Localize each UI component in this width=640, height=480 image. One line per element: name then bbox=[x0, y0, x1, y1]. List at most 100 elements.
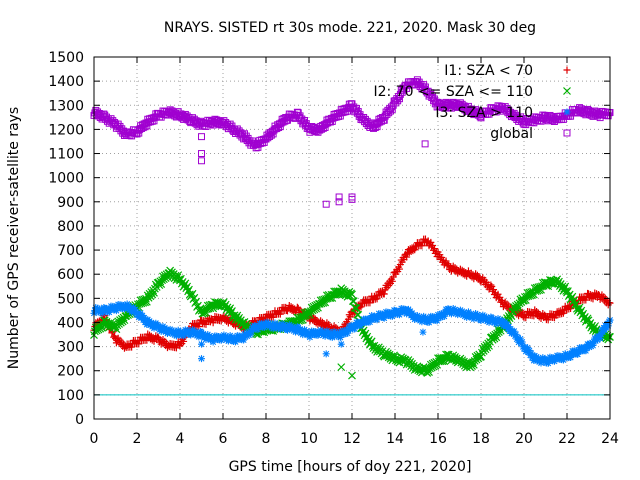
data-point bbox=[173, 329, 181, 337]
legend-marker bbox=[563, 129, 571, 137]
x-tick-label: 20 bbox=[515, 431, 533, 447]
data-point bbox=[228, 307, 236, 315]
data-point bbox=[574, 350, 582, 358]
data-point bbox=[277, 323, 285, 331]
series-square bbox=[90, 76, 614, 152]
data-point bbox=[105, 308, 113, 316]
outlier-point bbox=[198, 340, 205, 348]
data-point bbox=[142, 297, 151, 306]
data-point bbox=[280, 321, 288, 329]
data-point bbox=[357, 303, 365, 311]
y-tick-label: 600 bbox=[57, 267, 84, 283]
data-point bbox=[172, 328, 180, 336]
data-point bbox=[245, 331, 253, 339]
axis-ticks: 0100200300400500600700800900100011001200… bbox=[48, 50, 619, 447]
data-point bbox=[537, 359, 545, 367]
data-point bbox=[515, 338, 523, 346]
data-point bbox=[275, 322, 283, 330]
outlier-point bbox=[421, 140, 429, 148]
data-point bbox=[228, 333, 236, 341]
data-point bbox=[411, 246, 419, 254]
data-point bbox=[94, 304, 102, 312]
data-point bbox=[330, 328, 338, 336]
data-point bbox=[185, 290, 194, 299]
series-* bbox=[90, 300, 614, 367]
data-point bbox=[592, 337, 600, 345]
data-point bbox=[589, 341, 597, 349]
x-tick-label: 10 bbox=[300, 431, 318, 447]
data-point bbox=[224, 337, 232, 345]
data-point bbox=[373, 295, 381, 303]
outlier-point bbox=[322, 350, 330, 358]
data-point bbox=[510, 327, 518, 335]
data-point bbox=[477, 317, 485, 325]
data-point bbox=[514, 333, 522, 341]
data-point bbox=[567, 354, 575, 362]
data-point bbox=[522, 348, 530, 356]
data-point bbox=[378, 310, 386, 318]
x-tick-label: 12 bbox=[343, 431, 361, 447]
x-tick-label: 22 bbox=[558, 431, 576, 447]
x-axis-label: GPS time [hours of doy 221, 2020] bbox=[229, 459, 472, 475]
data-point bbox=[114, 120, 122, 128]
outlier-point bbox=[419, 328, 427, 336]
data-point bbox=[380, 290, 388, 298]
data-point bbox=[516, 335, 524, 343]
data-point bbox=[523, 346, 531, 354]
data-point bbox=[278, 320, 286, 328]
data-point bbox=[167, 329, 175, 337]
y-tick-label: 1200 bbox=[48, 122, 84, 138]
y-tick-label: 500 bbox=[57, 291, 84, 307]
data-point bbox=[487, 281, 495, 289]
data-point bbox=[243, 332, 251, 340]
data-point bbox=[98, 309, 106, 317]
y-tick-label: 1500 bbox=[48, 50, 84, 66]
x-tick-label: 8 bbox=[262, 431, 271, 447]
data-point bbox=[525, 346, 533, 354]
y-tick-label: 1000 bbox=[48, 171, 84, 187]
data-point bbox=[142, 316, 150, 324]
outlier-point bbox=[198, 355, 205, 363]
data-point bbox=[516, 337, 524, 345]
data-point bbox=[380, 314, 388, 322]
data-point bbox=[418, 318, 426, 326]
data-point bbox=[271, 319, 279, 327]
y-tick-label: 0 bbox=[75, 412, 84, 428]
outlier-point bbox=[337, 363, 346, 372]
outlier-point bbox=[348, 193, 356, 201]
legend: I1: SZA < 70 I2: 70 <= SZA <= 110 I3: SZA … bbox=[373, 63, 571, 142]
data-point bbox=[217, 336, 225, 344]
data-point bbox=[321, 332, 329, 340]
data-point bbox=[587, 342, 595, 350]
data-point bbox=[248, 327, 256, 335]
data-point bbox=[116, 122, 124, 130]
data-point bbox=[165, 328, 173, 336]
chart-title: NRAYS. SISTED rt 30s mode. 221, 2020. Ma… bbox=[164, 20, 536, 36]
data-point bbox=[388, 277, 396, 285]
data-point bbox=[388, 105, 396, 113]
data-point bbox=[470, 315, 478, 323]
data-point bbox=[400, 308, 408, 316]
data-point bbox=[511, 332, 519, 340]
data-point bbox=[335, 333, 343, 341]
data-point bbox=[172, 332, 180, 340]
data-point bbox=[530, 357, 538, 365]
data-point bbox=[202, 335, 210, 343]
data-point bbox=[306, 333, 314, 341]
data-point bbox=[395, 311, 403, 319]
y-tick-label: 1400 bbox=[48, 74, 84, 90]
data-point bbox=[351, 325, 359, 333]
data-point bbox=[593, 333, 601, 341]
data-point bbox=[263, 318, 271, 326]
data-point bbox=[171, 331, 179, 339]
x-tick-label: 14 bbox=[386, 431, 404, 447]
data-point bbox=[349, 297, 358, 306]
data-point bbox=[582, 296, 590, 304]
data-point bbox=[373, 316, 381, 324]
data-point bbox=[585, 343, 593, 351]
data-point bbox=[274, 321, 282, 329]
x-tick-label: 4 bbox=[176, 431, 185, 447]
data-point bbox=[421, 313, 429, 321]
data-point bbox=[282, 322, 290, 330]
data-point bbox=[195, 333, 203, 341]
